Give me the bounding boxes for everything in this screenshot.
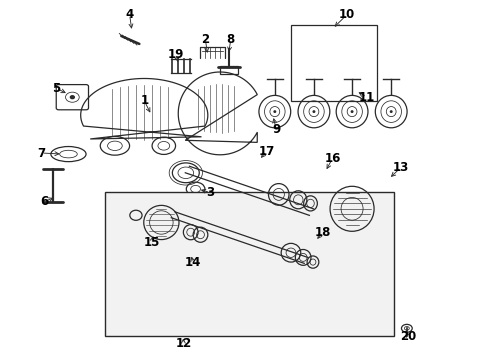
Ellipse shape — [273, 110, 276, 113]
Text: 5: 5 — [52, 82, 60, 95]
Ellipse shape — [350, 110, 353, 113]
Text: 15: 15 — [143, 237, 160, 249]
Text: 18: 18 — [314, 226, 330, 239]
Text: 8: 8 — [226, 33, 234, 46]
Bar — [220, 66, 237, 74]
Text: 1: 1 — [140, 94, 148, 107]
Text: 20: 20 — [399, 330, 416, 343]
Text: 9: 9 — [272, 123, 280, 136]
FancyBboxPatch shape — [105, 192, 393, 336]
Text: 10: 10 — [338, 8, 355, 21]
Ellipse shape — [312, 110, 315, 113]
Ellipse shape — [70, 96, 74, 99]
Text: 2: 2 — [201, 33, 209, 46]
Text: 16: 16 — [324, 152, 340, 165]
Text: 17: 17 — [258, 145, 274, 158]
Text: 3: 3 — [206, 186, 214, 199]
Text: 7: 7 — [38, 147, 45, 159]
Text: 13: 13 — [392, 161, 408, 174]
Text: 4: 4 — [125, 8, 133, 21]
Text: 11: 11 — [358, 91, 374, 104]
Text: 14: 14 — [184, 256, 201, 269]
Text: 19: 19 — [167, 48, 184, 60]
Text: 6: 6 — [40, 195, 48, 208]
Ellipse shape — [389, 110, 392, 113]
Text: 12: 12 — [175, 337, 191, 350]
Bar — [291, 25, 376, 101]
